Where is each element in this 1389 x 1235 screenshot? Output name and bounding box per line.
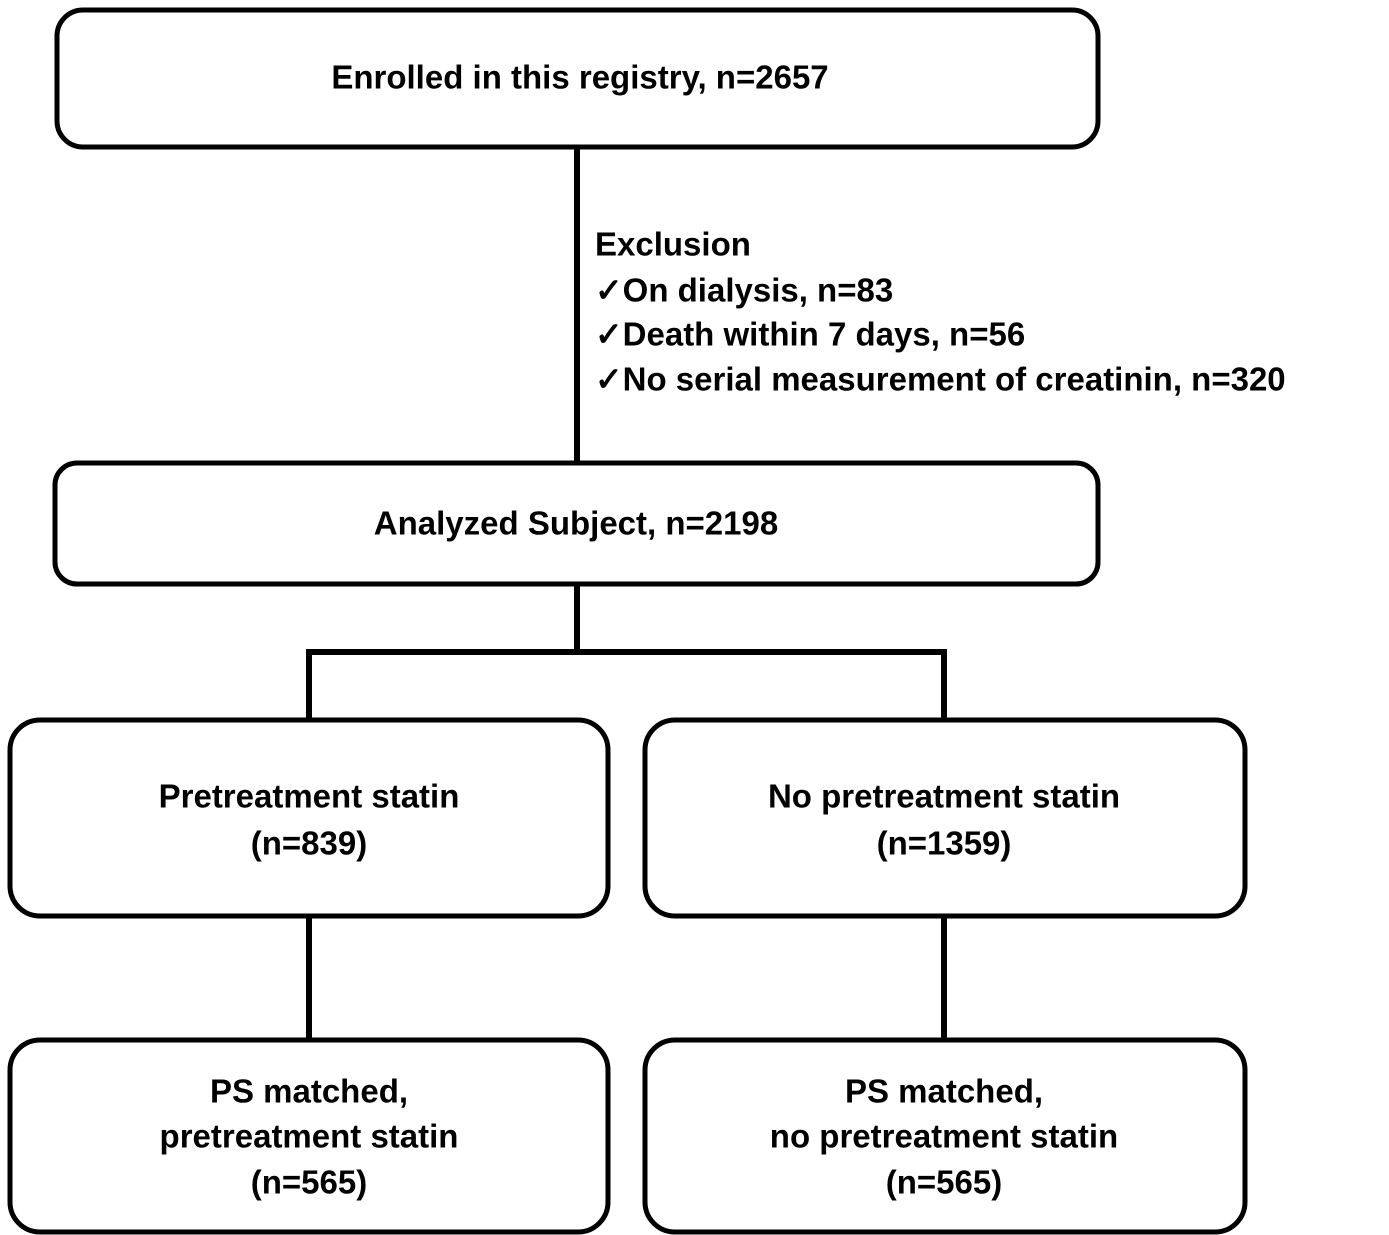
box xyxy=(7,1037,611,1235)
node-text: (n=565) xyxy=(251,1164,367,1201)
node-text: PS matched, xyxy=(210,1073,408,1110)
box xyxy=(54,7,1101,150)
box xyxy=(642,717,1248,919)
node-text: Pretreatment statin xyxy=(159,778,460,815)
exclusion-title: Exclusion xyxy=(595,226,751,263)
node-text: Analyzed Subject, n=2198 xyxy=(374,505,778,542)
node-text: No pretreatment statin xyxy=(768,778,1120,815)
exclusion-item: ✓Death within 7 days, n=56 xyxy=(595,316,1025,353)
node-text: Enrolled in this registry, n=2657 xyxy=(331,59,828,96)
node-text: no pretreatment statin xyxy=(770,1118,1118,1155)
exclusion-item: ✓No serial measurement of creatinin, n=3… xyxy=(595,361,1286,398)
node-text: PS matched, xyxy=(845,1073,1043,1110)
box xyxy=(52,460,1101,587)
exclusion-item: ✓On dialysis, n=83 xyxy=(595,272,893,309)
box xyxy=(7,717,611,919)
box xyxy=(642,1037,1248,1235)
node-text: pretreatment statin xyxy=(160,1118,459,1155)
node-text: (n=565) xyxy=(886,1164,1002,1201)
node-text: (n=839) xyxy=(251,825,367,862)
node-text: (n=1359) xyxy=(877,825,1012,862)
